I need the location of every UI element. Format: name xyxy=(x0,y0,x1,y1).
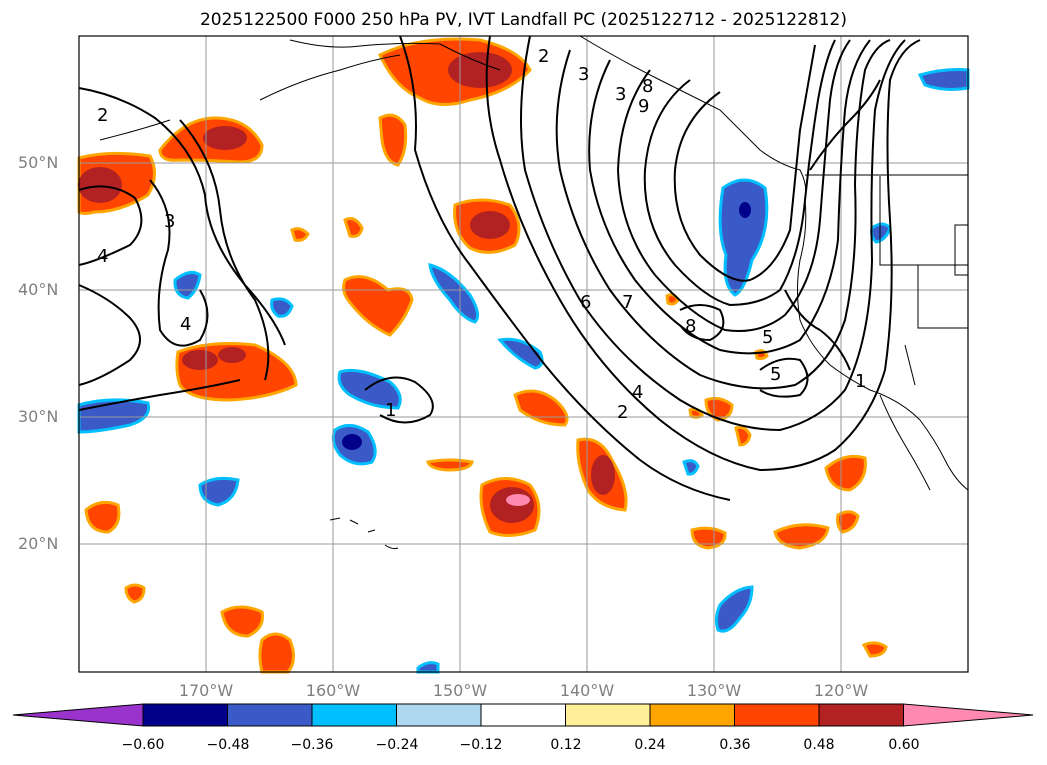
colorbar-segment xyxy=(649,703,735,727)
colorbar-label: 0.48 xyxy=(803,737,835,753)
colorbar-label: −0.12 xyxy=(459,737,503,753)
colorbar-segment xyxy=(818,703,904,727)
colorbar-label: −0.36 xyxy=(290,737,334,753)
colorbar-segment xyxy=(227,703,313,727)
colorbar-extend-min xyxy=(12,703,144,727)
contour-label: 9 xyxy=(638,96,649,117)
contour-label: 2 xyxy=(97,105,108,126)
contour-label: 5 xyxy=(762,327,773,348)
contour-label: 5 xyxy=(770,364,781,385)
colorbar-segment xyxy=(396,703,482,727)
contour-label: 6 xyxy=(580,292,591,313)
map-title: 2025122500 F000 250 hPa PV, IVT Landfall… xyxy=(199,10,847,30)
ivt-contours xyxy=(78,35,921,501)
colorbar-segment xyxy=(480,703,566,727)
contour-label: 4 xyxy=(180,314,191,335)
lon-tick-label: 140°W xyxy=(559,681,615,700)
contour-label: 4 xyxy=(632,382,643,403)
contour-label: 1 xyxy=(385,400,396,421)
lon-tick-label: 160°W xyxy=(305,681,361,700)
contour-label: 3 xyxy=(578,64,589,85)
colorbar-label: −0.24 xyxy=(375,737,419,753)
contour-label: 4 xyxy=(97,246,108,267)
colorbar-label: −0.48 xyxy=(206,737,250,753)
lat-tick-label: 30°N xyxy=(18,407,59,426)
contour-label: 8 xyxy=(685,316,696,337)
contour-label-group: 2 2 3 4 3 4 4 1 2 3 9 8 6 7 8 5 5 1 4 2 xyxy=(97,46,866,423)
colorbar-label: 0.24 xyxy=(634,737,666,753)
contour-label: 8 xyxy=(642,76,653,97)
colorbar-label: −0.60 xyxy=(121,737,165,753)
colorbar-segment xyxy=(734,703,820,727)
colorbar-extend-max xyxy=(903,703,1034,727)
positive-pv-patches xyxy=(77,37,888,674)
colorbar-segment xyxy=(142,703,228,727)
lon-tick-label: 170°W xyxy=(178,681,234,700)
lon-tick-label: 150°W xyxy=(432,681,488,700)
contour-label: 3 xyxy=(164,211,175,232)
contour-label: 7 xyxy=(622,292,633,313)
lat-tick-label: 40°N xyxy=(18,280,59,299)
colorbar xyxy=(12,703,1034,727)
colorbar-label: 0.12 xyxy=(550,737,582,753)
contour-label: 3 xyxy=(615,84,626,105)
colorbar-label: 0.60 xyxy=(888,737,920,753)
lat-tick-label: 20°N xyxy=(18,534,59,553)
contour-label: 2 xyxy=(617,402,628,423)
lat-tick-label: 50°N xyxy=(18,153,59,172)
lon-tick-label: 130°W xyxy=(686,681,742,700)
contour-label: 1 xyxy=(855,371,866,392)
contour-label: 2 xyxy=(538,46,549,67)
colorbar-label: 0.36 xyxy=(719,737,751,753)
lon-tick-label: 120°W xyxy=(813,681,869,700)
colorbar-segment xyxy=(311,703,397,727)
colorbar-segment xyxy=(565,703,651,727)
